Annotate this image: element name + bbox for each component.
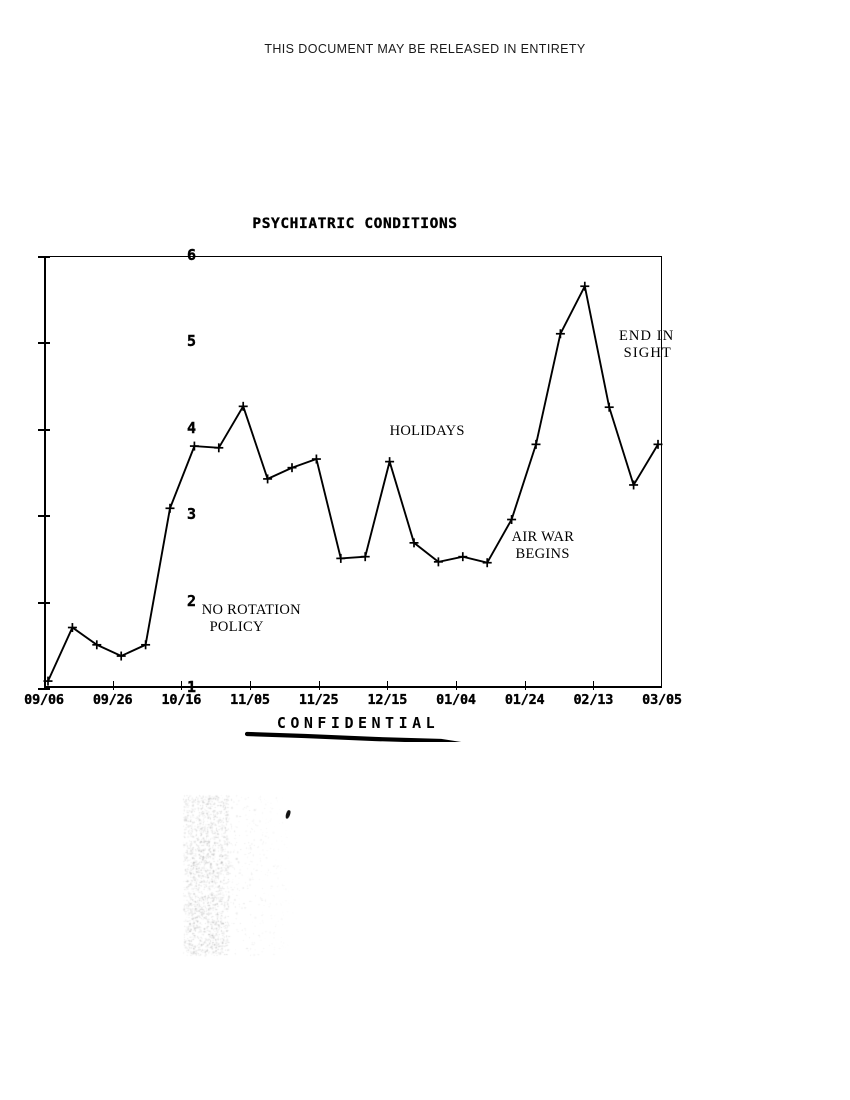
y-tick-label: 3 xyxy=(186,505,196,524)
y-tick-label: 4 xyxy=(186,418,196,437)
y-tick-mark xyxy=(38,428,50,431)
data-point-marker xyxy=(287,463,297,473)
y-tick-label: 6 xyxy=(186,246,196,264)
x-tick-mark xyxy=(456,681,457,690)
data-point-marker xyxy=(214,443,224,453)
declassification-strikethrough xyxy=(245,731,462,742)
data-point-marker xyxy=(555,329,565,339)
data-point-marker xyxy=(433,557,443,567)
data-point-marker xyxy=(141,640,151,650)
x-tick-label: 01/04 xyxy=(436,692,476,708)
x-tick-label: 01/24 xyxy=(504,692,545,708)
x-tick-label: 02/13 xyxy=(573,692,614,708)
chart-title: PSYCHIATRIC CONDITIONS xyxy=(252,216,458,232)
data-point-marker xyxy=(238,401,248,411)
x-tick-label: 12/15 xyxy=(367,692,408,708)
x-tick-mark xyxy=(387,681,389,690)
data-point-marker xyxy=(189,441,199,451)
x-tick-label: 11/25 xyxy=(298,692,339,708)
chart-annotation: END IN SIGHT xyxy=(618,328,675,362)
data-point-marker xyxy=(629,480,639,490)
x-tick-label: 09/26 xyxy=(92,692,133,708)
chart-annotation: HOLIDAYS xyxy=(389,423,465,440)
y-tick-mark xyxy=(38,515,50,518)
y-tick-mark xyxy=(38,342,50,345)
chart-annotation: AIR WAR BEGINS xyxy=(511,529,575,563)
x-tick-label: 10/16 xyxy=(161,692,202,708)
x-tick-mark xyxy=(112,681,114,690)
x-tick-mark xyxy=(524,681,526,690)
data-point-marker xyxy=(507,515,517,525)
data-point-marker xyxy=(580,281,590,291)
y-tick-mark xyxy=(38,601,50,604)
y-tick-mark xyxy=(38,256,50,258)
y-tick-label: 1 xyxy=(186,678,196,696)
classification-stamp-text: CONFIDENTIAL xyxy=(276,714,440,732)
x-tick-mark xyxy=(318,681,320,690)
data-point-marker xyxy=(604,402,614,412)
y-tick-label: 2 xyxy=(186,591,196,610)
scan-artifact-smudge xyxy=(175,785,380,960)
data-point-marker xyxy=(116,651,126,661)
data-point-marker xyxy=(336,553,346,563)
data-point-marker xyxy=(165,503,175,513)
data-point-marker xyxy=(92,640,102,650)
data-point-marker xyxy=(653,439,663,449)
x-tick-mark xyxy=(181,681,183,690)
data-point-marker xyxy=(67,623,77,633)
data-point-marker xyxy=(482,558,492,568)
y-tick-mark xyxy=(38,688,50,690)
data-point-marker xyxy=(263,474,273,484)
psychiatric-conditions-chart: PSYCHIATRIC CONDITIONS 6 5 4 3 2 1 09/06 09/26… xyxy=(24,216,682,744)
data-point-marker xyxy=(458,552,468,562)
x-tick-mark xyxy=(250,681,251,690)
classification-stamp: CONFIDENTIAL xyxy=(243,714,473,744)
data-point-marker xyxy=(385,457,395,467)
plot-area xyxy=(44,256,662,688)
data-point-marker xyxy=(360,552,370,562)
data-point-marker xyxy=(43,676,53,686)
x-tick-label: 11/05 xyxy=(230,692,270,708)
chart-annotation: NO ROTATION POLICY xyxy=(201,601,301,635)
data-point-marker xyxy=(311,454,321,464)
x-tick-label: 09/06 xyxy=(24,692,64,708)
data-series-line xyxy=(43,281,663,686)
data-point-marker xyxy=(409,538,419,548)
x-tick-mark xyxy=(593,681,595,690)
x-tick-label: 03/05 xyxy=(642,692,682,708)
data-point-markers xyxy=(43,281,663,686)
data-point-marker xyxy=(531,439,541,449)
y-tick-label: 5 xyxy=(186,332,196,351)
release-notice-banner: THIS DOCUMENT MAY BE RELEASED IN ENTIRET… xyxy=(264,42,586,56)
